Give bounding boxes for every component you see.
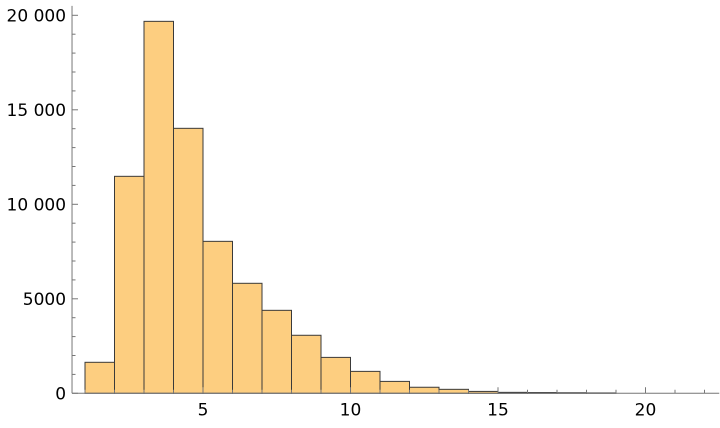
histogram-bar [380, 381, 410, 393]
histogram-bar [233, 283, 263, 393]
y-tick-label: 15 000 [7, 101, 66, 121]
histogram-bar [321, 357, 351, 393]
histogram-bar [351, 371, 381, 393]
histogram-bar [439, 389, 469, 393]
y-tick-label: 0 [55, 384, 66, 404]
bars-group [85, 21, 616, 393]
histogram-bar [144, 21, 174, 393]
histogram-bar [85, 362, 115, 393]
histogram-bar [203, 241, 233, 393]
y-tick-label: 10 000 [7, 195, 66, 215]
y-tick-label: 5000 [23, 290, 66, 310]
histogram-bar [174, 128, 204, 393]
histogram-bar [410, 387, 440, 393]
x-tick-label: 5 [198, 400, 209, 420]
histogram-bar [292, 335, 322, 393]
histogram-bar [115, 176, 145, 393]
x-tick-label: 20 [635, 400, 657, 420]
x-tick-label: 10 [340, 400, 362, 420]
y-tick-label: 20 000 [7, 6, 66, 26]
ticks-group: 5 10 15 20 0 5000 10 000 15 000 20 000 [7, 6, 705, 420]
x-tick-label: 15 [487, 400, 509, 420]
histogram-bar [262, 310, 292, 393]
